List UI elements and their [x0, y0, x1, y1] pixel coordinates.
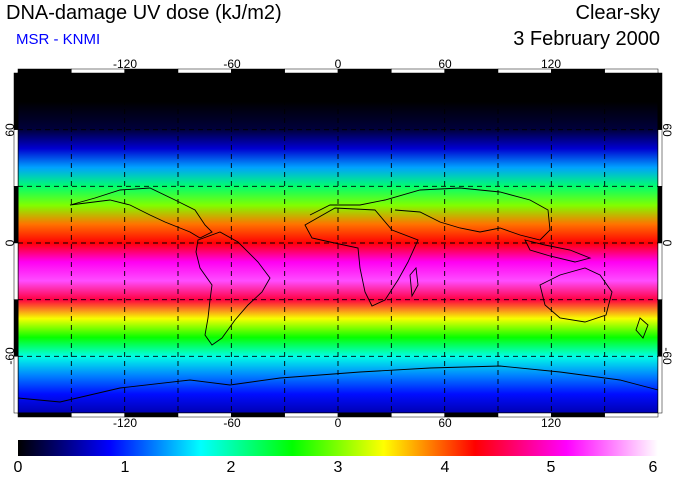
coastline-madagascar [409, 266, 419, 298]
map-title: DNA-damage UV dose (kJ/m2) [6, 2, 282, 24]
colorbar-label-2: 2 [226, 459, 236, 476]
frame-segment [444, 412, 499, 418]
lon-tick-top-120: 120 [540, 57, 562, 71]
coastline-australia [539, 267, 613, 323]
frame-segment [13, 242, 19, 300]
source-label: MSR - KNMI [16, 31, 101, 48]
coastline-africa [304, 207, 419, 307]
lon-tick-bottom-minus60: -60 [223, 416, 241, 430]
coastline-antarctica [18, 365, 658, 403]
lon-tick-top-0: 0 [334, 57, 342, 71]
frame-segment [337, 412, 392, 418]
map-frame [13, 68, 663, 418]
colorbar-label-6: 6 [648, 459, 658, 476]
graticule [18, 73, 658, 413]
lat-tick-right-0: 0 [660, 239, 674, 247]
colorbar-label-1: 1 [120, 459, 130, 476]
coastline-new-zealand [635, 317, 649, 339]
lon-tick-top-60: 60 [438, 57, 452, 71]
frame-segment [391, 68, 445, 74]
lat-tick-right-minus60: -60 [660, 347, 674, 365]
frame-segment [604, 68, 659, 74]
lon-tick-bottom-60: 60 [438, 416, 452, 430]
colorbar-label-3: 3 [333, 459, 343, 476]
frame-segment [604, 412, 659, 418]
frame-segment [284, 68, 339, 74]
frame-segment [13, 186, 19, 244]
lon-tick-top-minus60: -60 [223, 57, 241, 71]
coastlines [18, 187, 658, 403]
lat-tick-left-0: 0 [3, 239, 17, 247]
coastline-maritime-asia [524, 239, 592, 263]
frame-segment [657, 356, 663, 414]
frame-segment [657, 129, 663, 187]
frame-segment [444, 68, 499, 74]
frame-segment [657, 72, 663, 130]
coastline-north-america [69, 187, 213, 239]
frame-segment [13, 356, 19, 414]
date-label: 3 February 2000 [513, 28, 660, 50]
coastline-europe-asia [309, 187, 551, 241]
lat-tick-left-minus60: -60 [3, 347, 17, 365]
colorbar-label-5: 5 [546, 459, 556, 476]
colorbar-label-0: 0 [13, 459, 23, 476]
frame-segment [17, 68, 72, 74]
lon-tick-bottom-minus120: -120 [112, 416, 138, 430]
frame-segment [284, 412, 339, 418]
frame-segment [17, 412, 72, 418]
frame-segment [337, 68, 392, 74]
lat-tick-right-60: 60 [660, 123, 674, 137]
lon-tick-bottom-0: 0 [334, 416, 342, 430]
coastline-south-america [195, 231, 271, 346]
frame-segment [657, 186, 663, 244]
colorbar [18, 440, 658, 456]
frame-segment [13, 129, 19, 187]
lon-tick-bottom-120: 120 [540, 416, 562, 430]
lat-tick-left-60: 60 [3, 123, 17, 137]
frame-segment [13, 72, 19, 130]
frame-segment [657, 242, 663, 300]
sky-condition-label: Clear-sky [575, 2, 660, 24]
frame-segment [391, 412, 445, 418]
colorbar-label-4: 4 [440, 459, 450, 476]
lon-tick-top-minus120: -120 [112, 57, 138, 71]
